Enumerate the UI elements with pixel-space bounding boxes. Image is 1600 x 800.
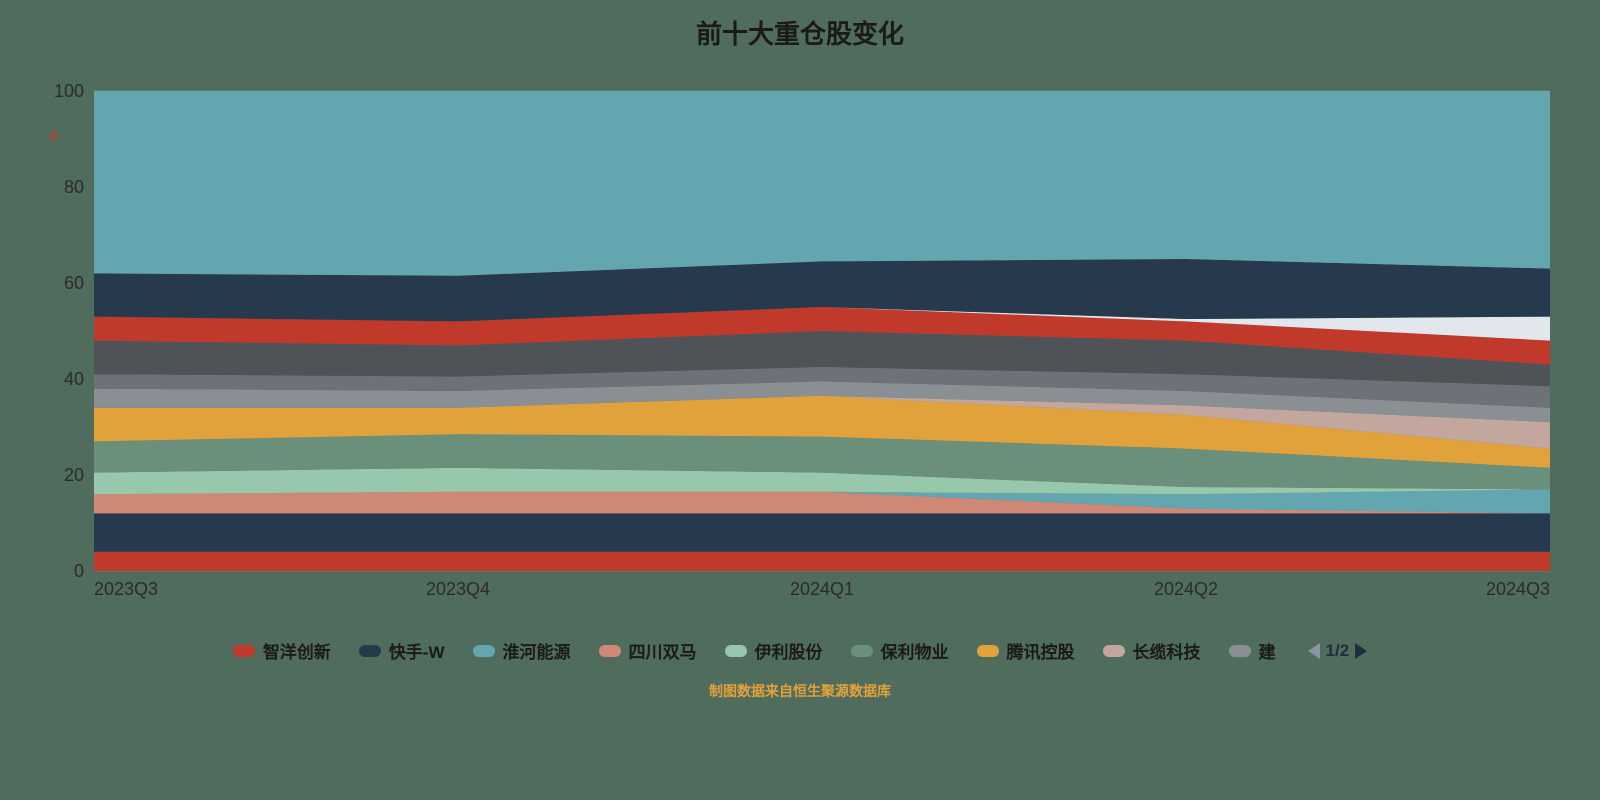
legend-swatch: [725, 645, 747, 657]
legend-label: 四川双马: [629, 638, 697, 663]
svg-text:80: 80: [64, 177, 84, 197]
series-s2: [94, 513, 1550, 551]
legend-swatch: [1103, 645, 1125, 657]
series-s1: [94, 552, 1550, 571]
svg-text:20: 20: [64, 465, 84, 485]
legend-item[interactable]: 伊利股份: [725, 638, 823, 663]
pager-next-icon[interactable]: [1355, 643, 1367, 659]
series-top: [94, 91, 1550, 276]
legend-label: 快手-W: [389, 638, 445, 663]
legend-swatch: [977, 645, 999, 657]
legend-label: 伊利股份: [755, 638, 823, 663]
legend-item[interactable]: 保利物业: [851, 638, 949, 663]
svg-text:60: 60: [64, 273, 84, 293]
legend-item[interactable]: 快手-W: [359, 638, 445, 663]
legend-item[interactable]: 腾讯控股: [977, 638, 1075, 663]
legend-swatch: [599, 645, 621, 657]
legend-swatch: [1229, 645, 1251, 657]
legend-pager[interactable]: 1/2: [1308, 641, 1368, 661]
legend-swatch: [233, 645, 255, 657]
legend-label: 淮河能源: [503, 638, 571, 663]
legend-item[interactable]: 淮河能源: [473, 638, 571, 663]
data-source-footer: 制图数据来自恒生聚源数据库: [0, 681, 1600, 701]
legend: 智洋创新 快手-W 淮河能源 四川双马 伊利股份 保利物业 腾讯控股 长缆科技 建 1/2: [0, 638, 1600, 663]
pager-prev-icon[interactable]: [1308, 643, 1320, 659]
legend-swatch: [851, 645, 873, 657]
chart-title: 前十大重仓股变化: [0, 0, 1600, 51]
x-label: 2024Q2: [1154, 579, 1218, 599]
stacked-area-chart: 0 20 40 60 80 100 2023Q3 2023Q4 2024Q1 2024Q2 2024…: [40, 81, 1560, 601]
x-label: 2024Q1: [790, 579, 854, 599]
svg-text:40: 40: [64, 369, 84, 389]
x-label: 2023Q3: [94, 579, 158, 599]
legend-item[interactable]: 长缆科技: [1103, 638, 1201, 663]
legend-item[interactable]: 建: [1229, 638, 1276, 663]
legend-label: 保利物业: [881, 638, 949, 663]
x-label: 2024Q3: [1486, 579, 1550, 599]
svg-text:0: 0: [74, 561, 84, 581]
svg-text:100: 100: [54, 81, 84, 101]
legend-item[interactable]: 智洋创新: [233, 638, 331, 663]
legend-label: 智洋创新: [263, 638, 331, 663]
legend-label: 腾讯控股: [1007, 638, 1075, 663]
x-label: 2023Q4: [426, 579, 490, 599]
legend-item[interactable]: 四川双马: [599, 638, 697, 663]
legend-label: 长缆科技: [1133, 638, 1201, 663]
legend-swatch: [473, 645, 495, 657]
legend-label: 建: [1259, 638, 1276, 663]
legend-swatch: [359, 645, 381, 657]
chart-area: ⇄ 0204060801002023Q32023Q42024Q12024Q220…: [40, 81, 1560, 606]
pager-text: 1/2: [1326, 641, 1350, 661]
